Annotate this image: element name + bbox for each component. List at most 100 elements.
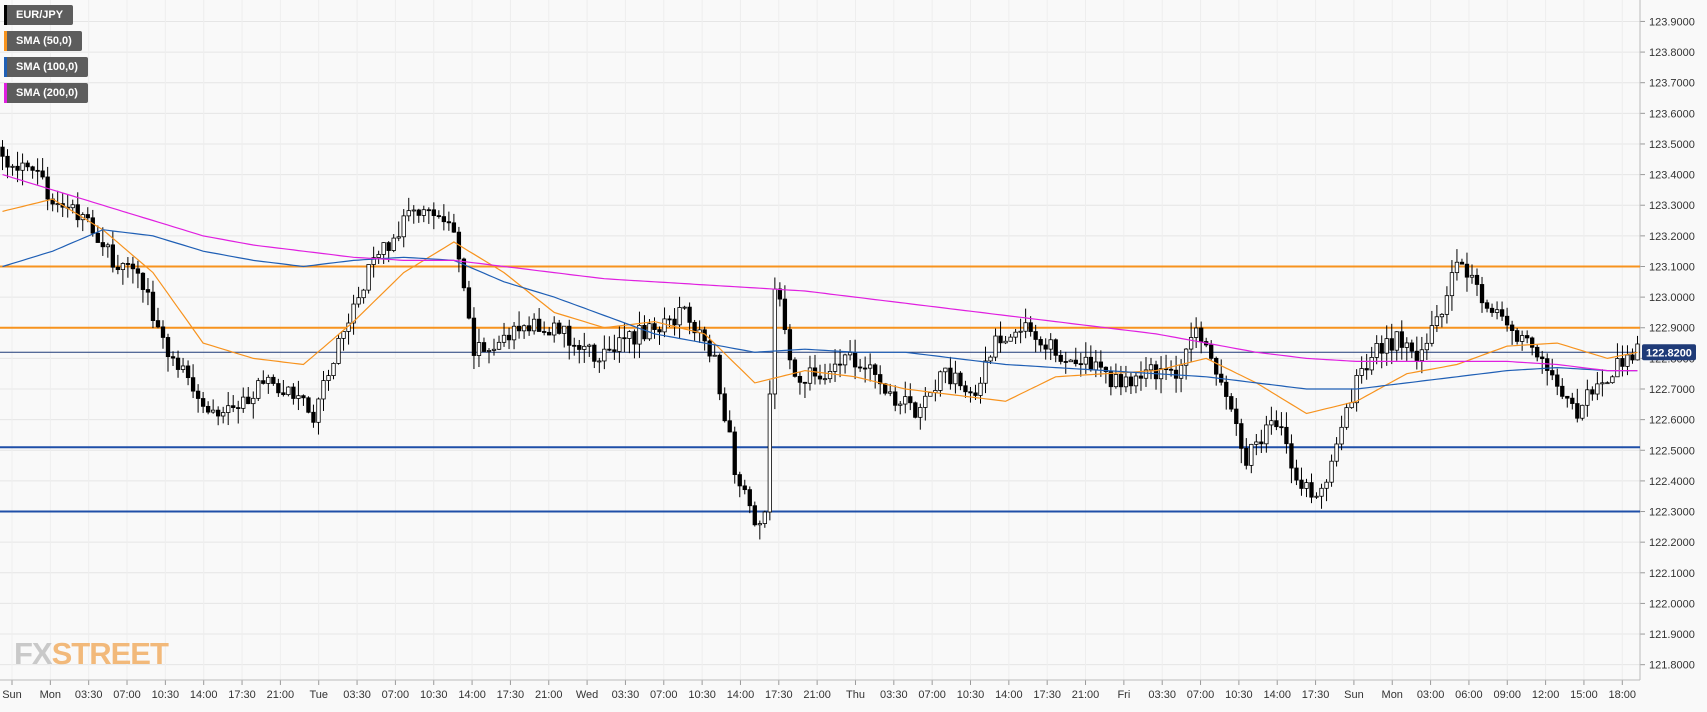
candle-bear xyxy=(1108,371,1114,388)
legend-item-eurjpy[interactable]: EUR/JPY xyxy=(4,5,74,25)
x-tick-label: 10:30 xyxy=(688,689,716,701)
candle-bear xyxy=(1259,441,1264,445)
candle-bear xyxy=(170,356,176,359)
candle-bull xyxy=(1404,342,1409,348)
candle-bear xyxy=(481,342,487,352)
sma100-line xyxy=(2,229,1638,390)
candle-bear xyxy=(446,221,452,224)
x-tick-label: 18:00 xyxy=(1609,689,1637,701)
candle-bear xyxy=(246,396,251,405)
candle-bull xyxy=(988,356,993,362)
legend-item-sma200[interactable]: SMA (200,0) xyxy=(4,83,88,103)
candle-bear xyxy=(642,324,647,340)
candle-bull xyxy=(210,409,216,413)
candle-bull xyxy=(321,380,326,400)
x-tick-label: 07:00 xyxy=(918,689,946,701)
x-tick-label: 03:00 xyxy=(1417,689,1445,701)
candle-bear xyxy=(797,375,803,383)
candle-bear xyxy=(1284,426,1289,445)
y-tick-label: 123.0000 xyxy=(1649,292,1695,304)
candle-bull xyxy=(1188,337,1194,350)
candle-bull xyxy=(903,396,908,405)
candle-bear xyxy=(1514,330,1520,342)
candle-bear xyxy=(261,380,266,384)
candle-bull xyxy=(757,523,762,526)
candle-bear xyxy=(913,402,918,418)
x-tick-label: 10:30 xyxy=(957,689,985,701)
candle-bear xyxy=(817,375,823,380)
candle-bear xyxy=(311,411,316,423)
candle-bull xyxy=(411,209,416,212)
candle-bear xyxy=(25,162,30,168)
candle-bear xyxy=(873,364,878,375)
candle-bull xyxy=(978,382,983,396)
legend-item-sma50[interactable]: SMA (50,0) xyxy=(4,31,82,51)
candle-bear xyxy=(1033,331,1038,340)
x-tick-label: Mon xyxy=(40,689,61,701)
candle-bear xyxy=(160,326,166,338)
candle-bear xyxy=(1504,315,1510,326)
candle-bear xyxy=(1098,361,1104,368)
candle-bear xyxy=(968,391,973,394)
candle-bear xyxy=(883,383,888,394)
candle-bear xyxy=(271,376,276,384)
candle-bear xyxy=(998,335,1003,344)
x-tick-label: 03:30 xyxy=(343,689,371,701)
candle-bear xyxy=(95,232,100,243)
candle-bull xyxy=(1334,443,1339,462)
candle-bear xyxy=(1474,274,1480,285)
x-tick-label: 17:30 xyxy=(1302,689,1330,701)
candle-bear xyxy=(1414,350,1419,361)
candle-bull xyxy=(1264,424,1269,445)
candle-bull xyxy=(221,412,226,417)
candle-bull xyxy=(1113,374,1119,388)
candle-bear xyxy=(165,337,171,358)
candle-bear xyxy=(752,505,757,526)
y-tick-label: 123.6000 xyxy=(1649,108,1695,120)
candle-bear xyxy=(1279,426,1284,429)
candle-bull xyxy=(1329,460,1334,483)
candle-bull xyxy=(1600,382,1605,385)
candle-bull xyxy=(552,322,557,336)
candle-bull xyxy=(376,254,381,258)
y-tick-label: 123.4000 xyxy=(1649,170,1695,182)
candle-bear xyxy=(1309,482,1314,498)
candle-bull xyxy=(1008,336,1013,342)
candle-bull xyxy=(501,334,507,343)
candle-bear xyxy=(1063,361,1068,363)
candle-bear xyxy=(542,331,547,333)
candle-bear xyxy=(1489,307,1495,313)
candle-bull xyxy=(993,335,998,358)
x-tick-label: 14:00 xyxy=(995,689,1023,701)
candle-bull xyxy=(1595,383,1600,395)
legend-swatch-sma100 xyxy=(4,57,7,77)
candle-bear xyxy=(1153,364,1159,380)
candle-bear xyxy=(185,365,191,379)
legend-swatch-sma200 xyxy=(4,83,7,103)
candle-bear xyxy=(231,405,236,408)
candle-bear xyxy=(1590,389,1595,395)
x-tick-label: 03:30 xyxy=(880,689,908,701)
candle-bull xyxy=(682,306,687,309)
candle-bear xyxy=(607,348,612,351)
candle-bull xyxy=(842,354,848,366)
candle-bull xyxy=(296,395,301,399)
candle-bear xyxy=(1043,344,1048,350)
candle-bear xyxy=(1530,337,1535,348)
candle-bear xyxy=(190,377,196,392)
candle-bull xyxy=(1319,487,1324,497)
candle-bull xyxy=(827,371,833,380)
candle-bear xyxy=(692,321,697,334)
candle-bear xyxy=(547,331,552,336)
logo-fx: FX xyxy=(14,636,53,671)
candle-bull xyxy=(341,331,346,339)
candle-bull xyxy=(617,337,622,352)
candle-bull xyxy=(1615,358,1620,378)
legend-item-sma100[interactable]: SMA (100,0) xyxy=(4,57,88,77)
candle-bear xyxy=(1073,359,1078,365)
candle-bull xyxy=(662,318,667,333)
candle-bull xyxy=(677,307,682,326)
candle-bull xyxy=(120,263,126,270)
candle-bear xyxy=(536,318,542,332)
